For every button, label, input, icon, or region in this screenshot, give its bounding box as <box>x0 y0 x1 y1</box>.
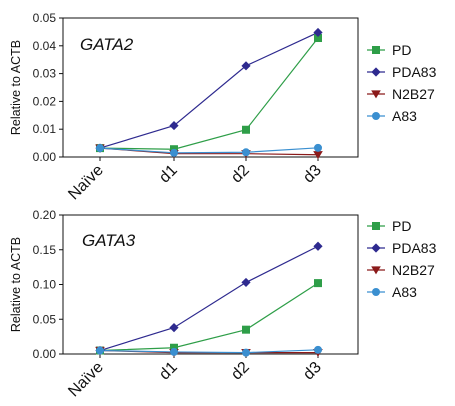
data-point-a83 <box>314 345 322 354</box>
data-point-a83 <box>170 148 178 157</box>
y-tick-label: 0.03 <box>33 67 57 81</box>
series-line-pd <box>99 37 319 150</box>
data-point-pd <box>242 325 250 334</box>
y-axis-label: Relative to ACTB <box>9 40 23 135</box>
y-tick-label: 0.01 <box>33 122 57 136</box>
chart-panel-2: 0.00 0.05 0.10 0.15 0.20 Naïve d1 d2 d3 Relative … <box>9 208 437 400</box>
legend-label-a83: A83 <box>392 108 417 124</box>
y-tick-label: 0.00 <box>33 347 57 361</box>
data-point-pda83 <box>313 241 323 251</box>
legend-marker-pda83 <box>371 67 381 77</box>
data-point-a83 <box>242 348 250 357</box>
legend-label-pda83: PDA83 <box>392 240 437 256</box>
data-point-pda83 <box>169 322 179 333</box>
data-point-n2b27 <box>313 151 323 160</box>
x-tick-label: d2 <box>228 359 253 384</box>
legend-label-pd: PD <box>392 218 411 234</box>
legend-marker-pd <box>372 222 380 230</box>
y-tick-label: 0.10 <box>33 278 57 292</box>
data-point-pd <box>170 343 178 352</box>
series-line-pda83 <box>99 245 319 352</box>
y-tick-label: 0.15 <box>33 243 57 257</box>
legend-label-n2b27: N2B27 <box>392 86 435 102</box>
y-tick-label: 0.04 <box>33 39 57 53</box>
data-point-a83 <box>314 143 322 152</box>
chart-title: GATA3 <box>82 231 136 250</box>
series-line-a83 <box>99 349 319 354</box>
legend-marker-pd <box>372 46 380 54</box>
data-point-pda83 <box>241 277 251 288</box>
series-line-pda83 <box>99 31 319 149</box>
x-tick-label: d1 <box>156 359 181 384</box>
legend-label-a83: A83 <box>392 284 417 300</box>
x-tick-label: d2 <box>228 162 253 187</box>
data-point-pd <box>242 125 250 134</box>
data-point-a83 <box>96 144 104 153</box>
y-tick-label: 0.00 <box>33 150 57 164</box>
y-tick-label: 0.05 <box>33 11 57 25</box>
x-tick-label: d3 <box>300 359 325 384</box>
y-tick-label: 0.02 <box>33 94 57 108</box>
x-tick-label: Naïve <box>65 162 107 204</box>
x-tick-label: d3 <box>300 162 325 187</box>
legend-label-n2b27: N2B27 <box>392 262 435 278</box>
data-point-pd <box>314 279 322 288</box>
x-tick-label: Naïve <box>65 359 107 401</box>
legend-label-pd: PD <box>392 42 411 58</box>
series-line-pd <box>99 282 319 352</box>
data-point-a83 <box>96 346 104 355</box>
series-line-a83 <box>99 147 319 154</box>
legend-marker-a83 <box>372 288 380 296</box>
plot-frame <box>62 17 359 158</box>
legend-marker-n2b27 <box>371 90 381 99</box>
y-axis-label: Relative to ACTB <box>9 237 23 332</box>
y-tick-label: 0.20 <box>33 208 57 222</box>
legend-marker-pda83 <box>371 243 381 253</box>
legend-label-pda83: PDA83 <box>392 64 437 80</box>
chart-panel-1: 0.00 0.01 0.02 0.03 0.04 0.05 Naïve d1 d2 d3 Relat… <box>9 11 437 203</box>
data-point-a83 <box>242 148 250 157</box>
legend-marker-n2b27 <box>371 266 381 275</box>
data-point-pd <box>314 34 322 43</box>
legend-marker-a83 <box>372 112 380 120</box>
data-point-pda83 <box>169 120 179 131</box>
x-tick-label: d1 <box>156 162 181 187</box>
chart-title: GATA2 <box>80 35 134 54</box>
y-tick-label: 0.05 <box>33 312 57 326</box>
data-point-pda83 <box>313 27 323 38</box>
data-point-a83 <box>170 347 178 356</box>
data-point-pda83 <box>241 61 251 71</box>
